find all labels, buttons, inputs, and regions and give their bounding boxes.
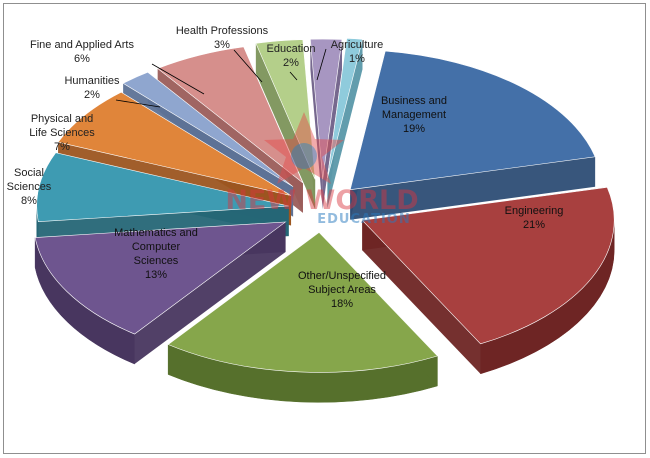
leader-line	[289, 71, 298, 81]
leader-line	[115, 99, 161, 108]
watermark-line1: NEW WORLD	[225, 185, 418, 216]
watermark-star-icon	[264, 112, 344, 184]
slice-label: Health Professions 3%	[176, 25, 269, 51]
pie-slice-education	[310, 38, 343, 180]
slice-label: Physical and Life Sciences 7%	[29, 113, 95, 153]
slice-label: Humanities 2%	[64, 75, 120, 101]
pie-slice-engineering	[361, 186, 615, 345]
pie-slice-side	[310, 39, 343, 210]
pie-chart: Business and Management 19% Engineering 21% O…	[7, 25, 615, 403]
slice-label: Education 2%	[267, 43, 316, 69]
watermark-globe-icon	[291, 143, 317, 169]
pie-slice-health-professions	[255, 39, 316, 180]
slice-label: Engineering 21%	[505, 205, 564, 231]
pie-slice-humanities	[122, 71, 294, 187]
pie-slice-business-and-management	[349, 50, 596, 191]
leader-line	[316, 48, 327, 81]
slice-label: Business and Management 19%	[381, 95, 447, 135]
slice-label: Social Sciences 8%	[7, 167, 52, 207]
pie-slice-agriculture	[327, 38, 363, 179]
slice-label: Mathematics and Computer Sciences 13%	[114, 227, 198, 281]
slice-label: Fine and Applied Arts 6%	[30, 39, 134, 65]
slice-label: Agriculture 1%	[331, 39, 384, 65]
leader-line	[233, 49, 263, 83]
watermark-line2: EDUCATION	[317, 212, 410, 227]
pie-slice-fine-and-applied-arts	[157, 46, 304, 184]
pie-slice-social-sciences	[36, 152, 289, 223]
chart-frame: Business and Management 19% Engineering 21% O…	[3, 3, 646, 454]
slice-label: Other/Unspecified Subject Areas 18%	[298, 270, 386, 310]
watermark-logo: NEW WORLD EDUCATION	[225, 112, 419, 227]
pie-slice-physical-and-life-sciences	[57, 91, 292, 196]
pie-slice-mathematics-and-computer-sciences	[34, 221, 287, 335]
pie-slice-other-unspecified-subject-areas	[167, 231, 438, 373]
leader-line	[151, 63, 205, 95]
